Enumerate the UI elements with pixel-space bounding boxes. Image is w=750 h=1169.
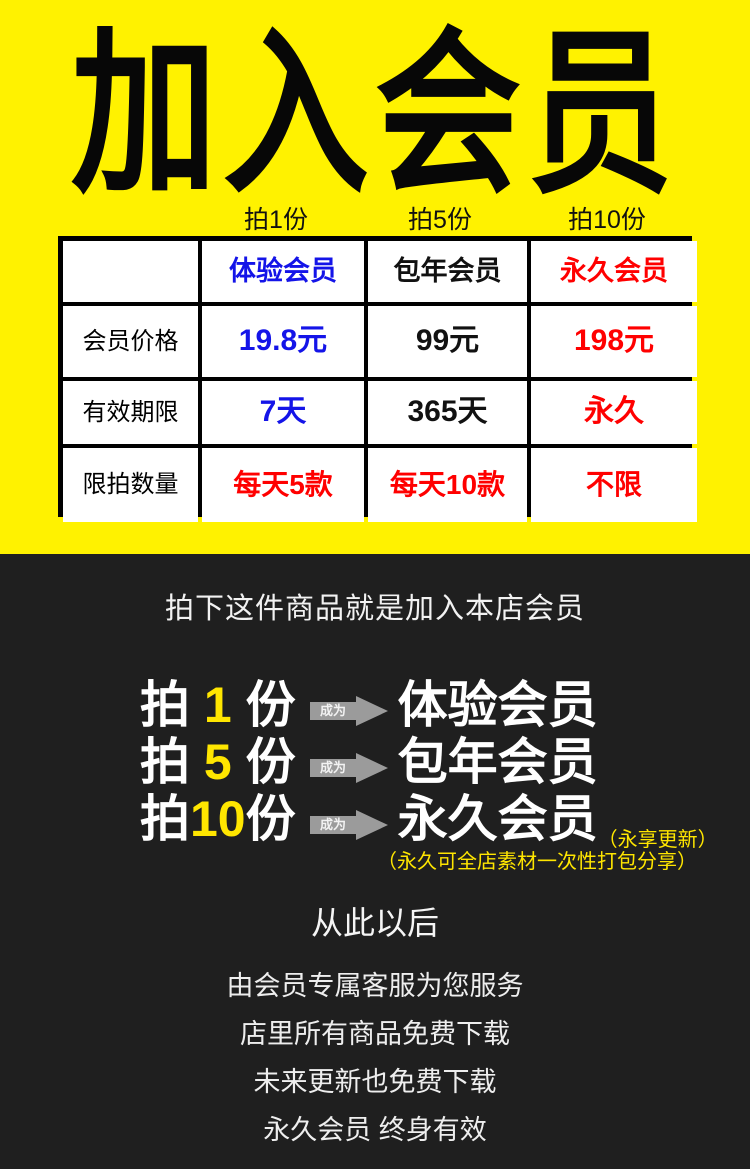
svg-text:成为: 成为 (320, 817, 346, 832)
svg-text:成为: 成为 (320, 760, 346, 775)
svg-text:成为: 成为 (320, 703, 346, 718)
